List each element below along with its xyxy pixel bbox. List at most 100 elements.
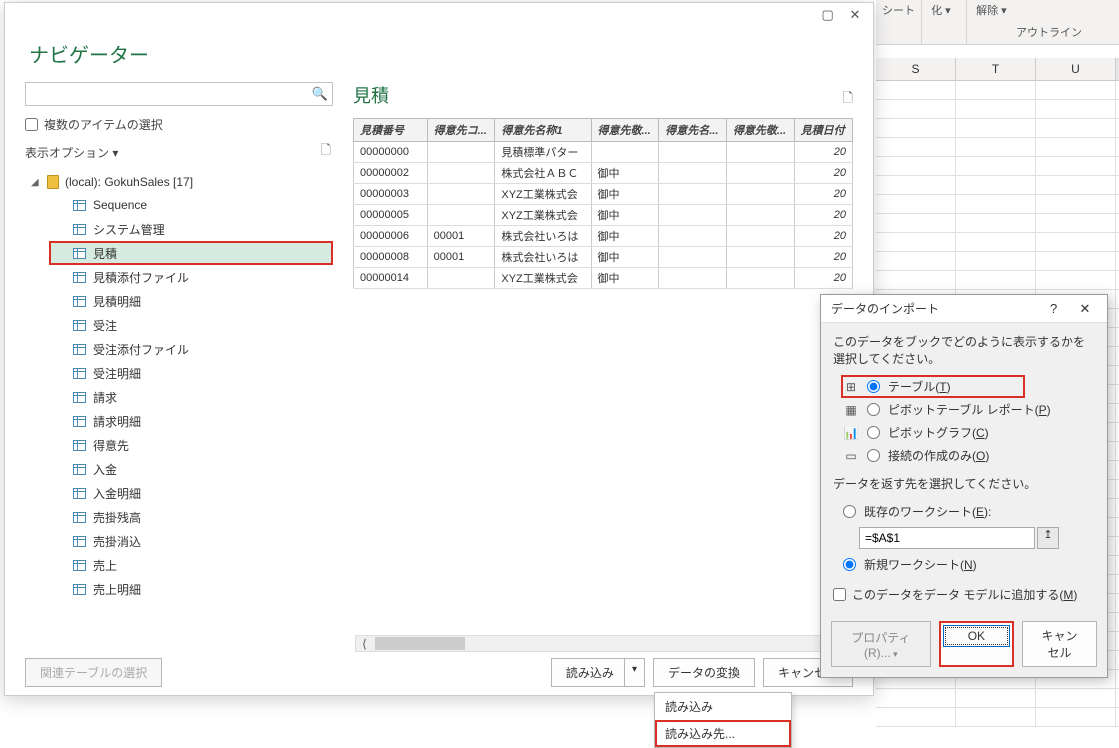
grid-cell[interactable]	[1036, 214, 1116, 232]
grid-cell[interactable]	[956, 271, 1036, 289]
multi-select-checkbox[interactable]	[25, 118, 38, 131]
properties-button[interactable]: プロパティ(R)...	[831, 621, 931, 667]
grid-row[interactable]	[876, 81, 1119, 100]
table-row[interactable]: 00000003XYZ工業株式会御中20	[354, 184, 853, 205]
grid-row[interactable]	[876, 689, 1119, 708]
table-row[interactable]: 0000000800001株式会社いろは御中20	[354, 247, 853, 268]
grid-cell[interactable]	[956, 708, 1036, 726]
grid-cell[interactable]	[1036, 233, 1116, 251]
grid-cell[interactable]	[876, 689, 956, 707]
col-header[interactable]: T	[956, 58, 1036, 80]
refresh-icon[interactable]: 🗋	[321, 141, 331, 163]
tree-table-item[interactable]: 見積明細	[49, 289, 333, 313]
grid-cell[interactable]	[956, 157, 1036, 175]
display-options-dropdown[interactable]: 表示オプション ▾	[25, 144, 118, 161]
pivot-chart-radio[interactable]	[867, 426, 880, 439]
preview-refresh-icon[interactable]: 🗋	[843, 89, 853, 111]
close-icon[interactable]: ✕	[843, 7, 867, 23]
option-connection-row[interactable]: ▭ 接続の作成のみ(O)	[843, 444, 1095, 467]
maximize-icon[interactable]: ▢	[816, 7, 840, 23]
grid-cell[interactable]	[876, 100, 956, 118]
range-selector-icon[interactable]: ↥	[1037, 527, 1059, 549]
grid-row[interactable]	[876, 708, 1119, 727]
grid-cell[interactable]	[1036, 708, 1116, 726]
grid-cell[interactable]	[1036, 81, 1116, 99]
grid-row[interactable]	[876, 100, 1119, 119]
preview-column-header[interactable]: 見積日付	[794, 119, 852, 142]
grid-cell[interactable]	[956, 252, 1036, 270]
new-sheet-radio[interactable]	[843, 558, 856, 571]
existing-sheet-radio[interactable]	[843, 505, 856, 518]
pivot-radio[interactable]	[867, 403, 880, 416]
tree-table-item[interactable]: システム管理	[49, 217, 333, 241]
grid-cell[interactable]	[876, 195, 956, 213]
help-icon[interactable]: ?	[1040, 301, 1068, 316]
grid-cell[interactable]	[1036, 119, 1116, 137]
preview-column-header[interactable]: 得意先コ...	[427, 119, 495, 142]
grid-cell[interactable]	[1036, 138, 1116, 156]
grid-row[interactable]	[876, 233, 1119, 252]
tree-table-item[interactable]: 入金	[49, 457, 333, 481]
tree-table-item[interactable]: 受注添付ファイル	[49, 337, 333, 361]
grid-cell[interactable]	[956, 689, 1036, 707]
table-row[interactable]: 00000000見積標準パター20	[354, 142, 853, 163]
tree-database-node[interactable]: ◢ (local): GokuhSales [17]	[25, 171, 333, 193]
grid-cell[interactable]	[956, 100, 1036, 118]
grid-row[interactable]	[876, 252, 1119, 271]
ok-button[interactable]: OK	[943, 625, 1010, 647]
table-row[interactable]: 00000005XYZ工業株式会御中20	[354, 205, 853, 226]
grid-cell[interactable]	[876, 252, 956, 270]
dropdown-item-load[interactable]: 読み込み	[655, 693, 791, 720]
grid-cell[interactable]	[876, 271, 956, 289]
tree-table-item[interactable]: 受注	[49, 313, 333, 337]
table-row[interactable]: 00000014XYZ工業株式会御中20	[354, 268, 853, 289]
tree-table-item[interactable]: 請求	[49, 385, 333, 409]
grid-cell[interactable]	[876, 233, 956, 251]
option-table-row[interactable]: ⊞ テーブル(T)	[841, 375, 1025, 398]
table-row[interactable]: 00000002株式会社ＡＢＣ御中20	[354, 163, 853, 184]
tree-table-item[interactable]: 売掛消込	[49, 529, 333, 553]
transform-data-button[interactable]: データの変換	[653, 658, 755, 687]
tree-table-item[interactable]: 請求明細	[49, 409, 333, 433]
grid-cell[interactable]	[876, 81, 956, 99]
grid-row[interactable]	[876, 138, 1119, 157]
grid-row[interactable]	[876, 119, 1119, 138]
tree-table-item[interactable]: 見積	[49, 241, 333, 265]
related-tables-button[interactable]: 関連テーブルの選択	[25, 658, 162, 687]
option-pivot-row[interactable]: ▦ ピボットテーブル レポート(P)	[843, 398, 1095, 421]
grid-row[interactable]	[876, 195, 1119, 214]
preview-column-header[interactable]: 得意先敬...	[726, 119, 794, 142]
grid-row[interactable]	[876, 214, 1119, 233]
cell-reference-input[interactable]	[859, 527, 1035, 549]
tree-table-item[interactable]: 売上明細	[49, 577, 333, 601]
load-button[interactable]: 読み込み	[551, 658, 624, 687]
close-icon[interactable]: ✕	[1071, 301, 1099, 317]
option-pivot-chart-row[interactable]: 📊 ピボットグラフ(C)	[843, 421, 1095, 444]
grid-cell[interactable]	[876, 176, 956, 194]
grid-cell[interactable]	[956, 195, 1036, 213]
data-model-checkbox[interactable]	[833, 588, 846, 601]
load-dropdown-icon[interactable]: ▾	[624, 658, 645, 687]
tree-table-item[interactable]: 受注明細	[49, 361, 333, 385]
preview-column-header[interactable]: 得意先名...	[659, 119, 727, 142]
import-cancel-button[interactable]: キャンセル	[1022, 621, 1097, 667]
grid-cell[interactable]	[956, 81, 1036, 99]
grid-row[interactable]	[876, 176, 1119, 195]
tree-table-item[interactable]: 見積添付ファイル	[49, 265, 333, 289]
grid-cell[interactable]	[1036, 176, 1116, 194]
grid-cell[interactable]	[956, 138, 1036, 156]
grid-row[interactable]	[876, 271, 1119, 290]
grid-cell[interactable]	[876, 138, 956, 156]
grid-cell[interactable]	[876, 119, 956, 137]
grid-cell[interactable]	[876, 708, 956, 726]
search-icon[interactable]: 🔍	[308, 83, 332, 105]
grid-cell[interactable]	[1036, 689, 1116, 707]
tree-table-item[interactable]: Sequence	[49, 193, 333, 217]
col-header[interactable]: S	[876, 58, 956, 80]
option-new-sheet-row[interactable]: 新規ワークシート(N)	[833, 553, 1095, 576]
grid-cell[interactable]	[876, 214, 956, 232]
preview-column-header[interactable]: 見積番号	[354, 119, 428, 142]
connection-radio[interactable]	[867, 449, 880, 462]
grid-cell[interactable]	[1036, 271, 1116, 289]
grid-cell[interactable]	[1036, 195, 1116, 213]
